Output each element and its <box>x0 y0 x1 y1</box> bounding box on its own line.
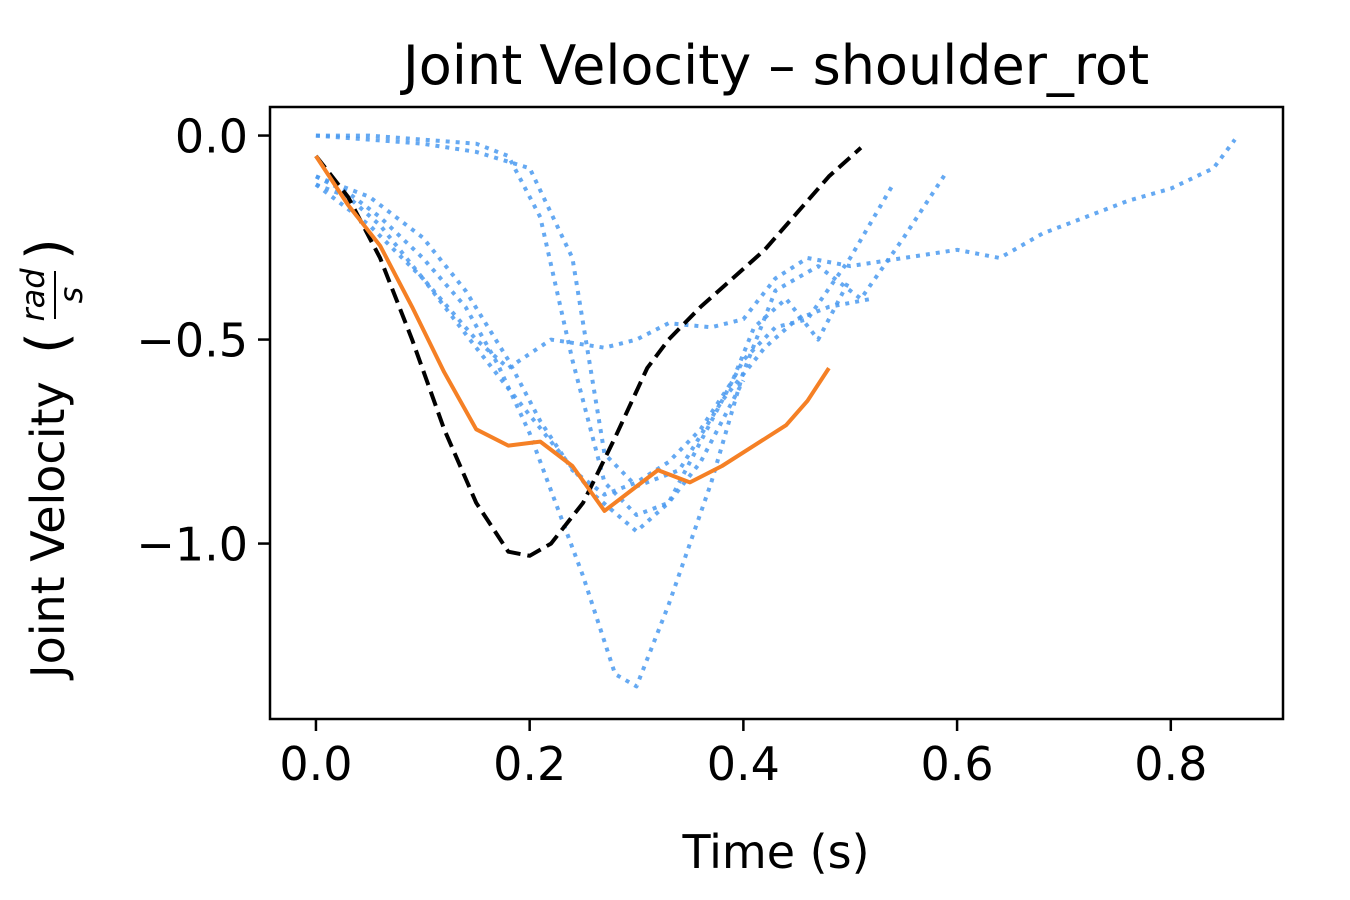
series-line-demo-1 <box>314 182 895 534</box>
y-unit-denominator: s <box>52 287 90 304</box>
y-unit-open-paren: ( <box>15 332 80 354</box>
series-line-demo-3 <box>315 138 1237 371</box>
series-layer <box>314 133 1237 689</box>
x-tick-label: 0.4 <box>707 737 780 791</box>
series-line-target <box>314 146 863 558</box>
x-tick-label: 0.2 <box>493 737 566 791</box>
y-tick-label: −0.5 <box>136 314 248 368</box>
x-tick-label: 0.0 <box>279 737 352 791</box>
y-tick-label: −1.0 <box>136 518 248 572</box>
y-unit-numerator: rad <box>14 268 52 322</box>
plot-frame <box>268 105 1285 721</box>
chart-title: Joint Velocity – shoulder_rot <box>400 34 1149 97</box>
y-axis-label-group: Joint Velocity ( rad s ) <box>14 238 90 681</box>
x-axis: 0.0 0.2 0.4 0.6 0.8 <box>279 719 1207 791</box>
x-axis-label: Time (s) <box>681 825 869 879</box>
y-unit-close-paren: ) <box>15 238 80 260</box>
series-line-demo-5 <box>315 133 746 517</box>
y-axis: 0.0 −0.5 −1.0 <box>136 110 270 572</box>
series-line-demo-6 <box>315 174 852 497</box>
series-line-demo-2 <box>314 171 949 689</box>
y-tick-label: 0.0 <box>175 110 248 164</box>
x-tick-label: 0.8 <box>1134 737 1207 791</box>
x-tick-label: 0.6 <box>921 737 994 791</box>
y-axis-label: Joint Velocity <box>21 381 75 681</box>
series-line-generated <box>314 154 831 513</box>
series-line-demo-4 <box>315 133 872 489</box>
